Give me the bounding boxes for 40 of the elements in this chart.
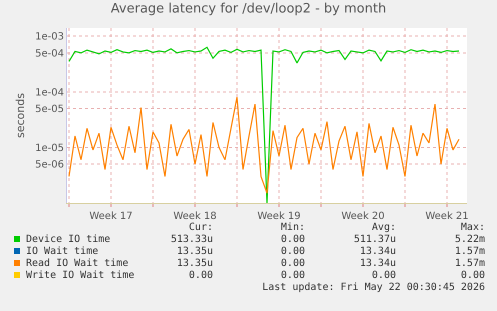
x-tick-label: Week 20	[341, 211, 385, 222]
text: 0.00	[372, 270, 396, 281]
y-tick-label: 1e-04	[35, 87, 64, 98]
x-tick-label: Week 21	[425, 211, 469, 222]
text: 513.33u	[170, 234, 213, 245]
text: 0.00	[280, 270, 305, 281]
text: Last update: Fri May 22 00:30:45 2026	[262, 282, 485, 293]
chart-title: Average latency for /dev/loop2 - by month	[110, 1, 386, 16]
text: 0.00	[188, 270, 213, 281]
legend-label: Device IO time	[26, 234, 110, 245]
text: 13.35u	[176, 258, 213, 269]
text: Min:	[280, 222, 305, 233]
y-tick-label: 5e-04	[35, 48, 64, 60]
y-tick-label: 5e-06	[35, 160, 64, 171]
x-tick-label: Week 19	[257, 211, 301, 222]
y-axis-title: seconds	[14, 92, 27, 138]
x-tick-label: Week 18	[173, 211, 217, 222]
line-series	[68, 46, 460, 203]
x-tick-label: Week 17	[89, 211, 133, 222]
y-tick-label: 5e-05	[35, 104, 64, 115]
y-tick-label: 1e-03	[35, 32, 64, 43]
text: 0.00	[280, 234, 305, 245]
text: Max:	[460, 222, 485, 233]
text: 1.57m	[454, 258, 485, 269]
legend-label: Read IO Wait time	[26, 258, 128, 269]
text: 511.37u	[354, 234, 396, 245]
legend-label: Write IO Wait time	[26, 270, 134, 281]
text: 0.00	[460, 270, 485, 281]
text: 1.57m	[454, 246, 485, 257]
text: 5.22m	[454, 234, 485, 245]
text: 13.35u	[176, 246, 213, 257]
text: 13.34u	[360, 258, 396, 269]
legend-label: IO Wait time	[26, 246, 98, 257]
text: Avg:	[372, 222, 396, 233]
line-series	[68, 96, 460, 194]
text: 0.00	[280, 246, 305, 257]
text: 0.00	[280, 258, 305, 269]
y-tick-label: 1e-05	[35, 142, 64, 154]
text: 13.34u	[360, 246, 396, 257]
text: Cur:	[188, 222, 213, 233]
